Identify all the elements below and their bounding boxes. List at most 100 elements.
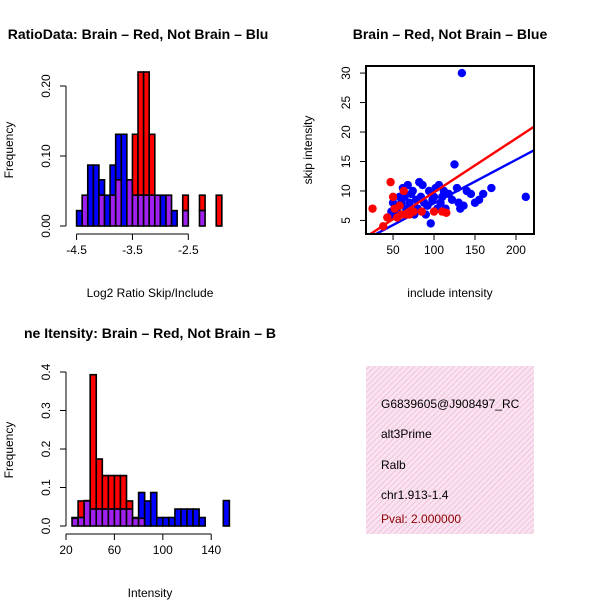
scatter-point-brain-3 <box>386 177 395 187</box>
intensity-hist-bar-6 <box>107 474 116 510</box>
intensity-hist-overlap-bar-4 <box>95 508 104 527</box>
intensity-hist-bar-13 <box>149 491 158 527</box>
ratio-hist-bar-2 <box>86 164 95 227</box>
ratio-hist-bar-15 <box>159 194 167 227</box>
intensity-histogram-panel: ne Itensity: Brain – Red, Not Brain – B … <box>2 325 276 600</box>
intensity-hist-ytick-label-1: 0.1 <box>39 479 53 496</box>
scatter-point-not-brain-35 <box>447 195 457 205</box>
scatter-point-brain-9 <box>399 186 408 196</box>
scatter-fit-line-brain <box>368 125 534 234</box>
scatter-point-not-brain-36 <box>450 160 459 169</box>
info-box <box>366 366 534 534</box>
info-location: chr1.913-1.4 <box>381 488 449 502</box>
ratio-histogram-panel: RatioData: Brain – Red, Not Brain – Blu … <box>2 26 268 300</box>
intensity-hist-bar-9 <box>125 500 134 510</box>
scatter-point-not-brain-10 <box>403 180 412 190</box>
scatter-xtick-label-2: 150 <box>465 243 485 257</box>
ratio-hist-xtick-label-2: -2.5 <box>178 243 199 257</box>
intensity-hist-ytick-label-2: 0.2 <box>39 440 53 457</box>
intensity-hist-bar-22 <box>222 499 231 527</box>
intensity-hist-xtick-label-1: 60 <box>108 543 122 557</box>
scatter-point-brain-2 <box>383 213 392 222</box>
scatter-point-brain-0 <box>368 204 377 213</box>
ratio-hist-bar-3 <box>92 164 100 227</box>
scatter-point-not-brain-47 <box>487 183 496 193</box>
scatter-plot: 5 10 15 20 25 30 50 100 150 200 <box>339 65 535 257</box>
scatter-fit-line-not-brain <box>373 149 534 234</box>
intensity-hist-bar-15 <box>162 516 170 527</box>
intensity-hist-bar-4 <box>95 458 104 510</box>
intensity-hist-bar-12 <box>143 500 152 527</box>
ratio-hist-overlap-bar-16 <box>165 194 173 227</box>
intensity-hist-overlap-bar-7 <box>113 508 122 527</box>
info-gene-name: Ralb <box>381 458 406 472</box>
scatter-point-brain-13 <box>417 207 426 216</box>
ratio-hist-xtick-label-1: -3.5 <box>122 243 143 257</box>
intensity-hist-ylabel: Frequency <box>2 422 16 479</box>
intensity-hist-bar-14 <box>155 516 164 527</box>
ratio-hist-bar-8 <box>120 133 128 227</box>
intensity-hist-overlap-bar-3 <box>89 508 98 527</box>
intensity-hist-bar-19 <box>186 508 194 527</box>
intensity-hist-xtick-label-0: 20 <box>59 543 73 557</box>
scatter-ytick-label-3: 20 <box>339 125 353 139</box>
scatter-xlabel: include intensity <box>407 286 492 300</box>
scatter-point-brain-16 <box>442 208 451 217</box>
intensity-hist-bar-20 <box>192 508 200 527</box>
info-event-type: alt3Prime <box>381 427 432 441</box>
ratio-hist-bar-13 <box>148 133 156 197</box>
ratio-hist-bar-10 <box>131 133 139 197</box>
info-panel: G6839605@J908497_RC alt3Prime Ralb chr1.… <box>366 366 534 534</box>
ratio-hist-overlap-bar-6 <box>109 194 117 227</box>
scatter-ytick-label-2: 15 <box>339 155 353 169</box>
intensity-hist-xtick-label-2: 100 <box>153 543 173 557</box>
intensity-hist-bar-18 <box>180 508 188 527</box>
scatter-ylabel: skip intensity <box>301 116 315 185</box>
ratio-hist-overlap-bar-4 <box>98 194 106 227</box>
scatter-point-not-brain-13 <box>408 186 417 196</box>
intensity-hist-ytick-label-0: 0.0 <box>39 517 53 534</box>
intensity-hist-ytick-label-4: 0.4 <box>39 363 53 380</box>
intensity-hist-bar-21 <box>198 516 206 527</box>
ratio-hist-bar-19 <box>198 194 206 212</box>
ratio-hist-overlap-bar-1 <box>81 194 89 227</box>
scatter-point-brain-4 <box>388 192 398 202</box>
scatter-point-brain-12 <box>409 207 418 216</box>
intensity-hist-overlap-bar-2 <box>83 500 92 527</box>
scatter-ytick-label-0: 5 <box>339 217 353 224</box>
ratio-hist-overlap-bar-13 <box>148 194 156 227</box>
ratio-hist-bar-12 <box>142 71 151 196</box>
info-pval: Pval: 2.000000 <box>381 512 461 526</box>
ratio-hist-bar-7 <box>114 133 123 181</box>
ratio-hist-ylabel: Frequency <box>2 122 16 179</box>
scatter-point-not-brain-41 <box>459 201 468 210</box>
ratio-hist-bar-5 <box>103 194 111 227</box>
scatter-title: Brain – Red, Not Brain – Blue <box>353 26 548 42</box>
ratio-hist-title: RatioData: Brain – Red, Not Brain – Blu <box>8 26 269 42</box>
intensity-hist-bar-3 <box>89 373 98 510</box>
ratio-hist-xlabel: Log2 Ratio Skip/Include <box>87 286 214 300</box>
scatter-point-not-brain-43 <box>466 189 476 199</box>
intensity-hist-bar-1 <box>77 500 85 519</box>
intensity-hist-bars <box>71 373 231 527</box>
scatter-xtick-label-3: 200 <box>506 243 526 257</box>
intensity-hist-bar-16 <box>168 516 176 527</box>
ratio-hist-xtick-label-0: -4.5 <box>66 243 87 257</box>
intensity-hist-overlap-bar-10 <box>131 517 140 527</box>
scatter-point-not-brain-46 <box>478 189 488 199</box>
ratio-hist-overlap-bar-14 <box>153 194 162 227</box>
scatter-point-brain-7 <box>395 201 404 210</box>
intensity-hist-bar-7 <box>113 474 122 510</box>
info-gene-id: G6839605@J908497_RC <box>381 397 520 411</box>
intensity-hist-bar-5 <box>101 474 110 510</box>
ratio-hist-ytick-label-1: 0.10 <box>39 144 53 168</box>
intensity-hist-overlap-bar-0 <box>71 517 79 527</box>
ratio-hist-bar-0 <box>75 209 83 227</box>
ratio-hist-overlap-bar-19 <box>198 209 206 227</box>
scatter-point-not-brain-45 <box>474 195 484 205</box>
scatter-frame <box>365 65 535 235</box>
ratio-hist-bar-4 <box>98 179 106 197</box>
scatter-ytick-label-4: 25 <box>339 96 353 110</box>
scatter-xtick-label-1: 100 <box>424 243 444 257</box>
